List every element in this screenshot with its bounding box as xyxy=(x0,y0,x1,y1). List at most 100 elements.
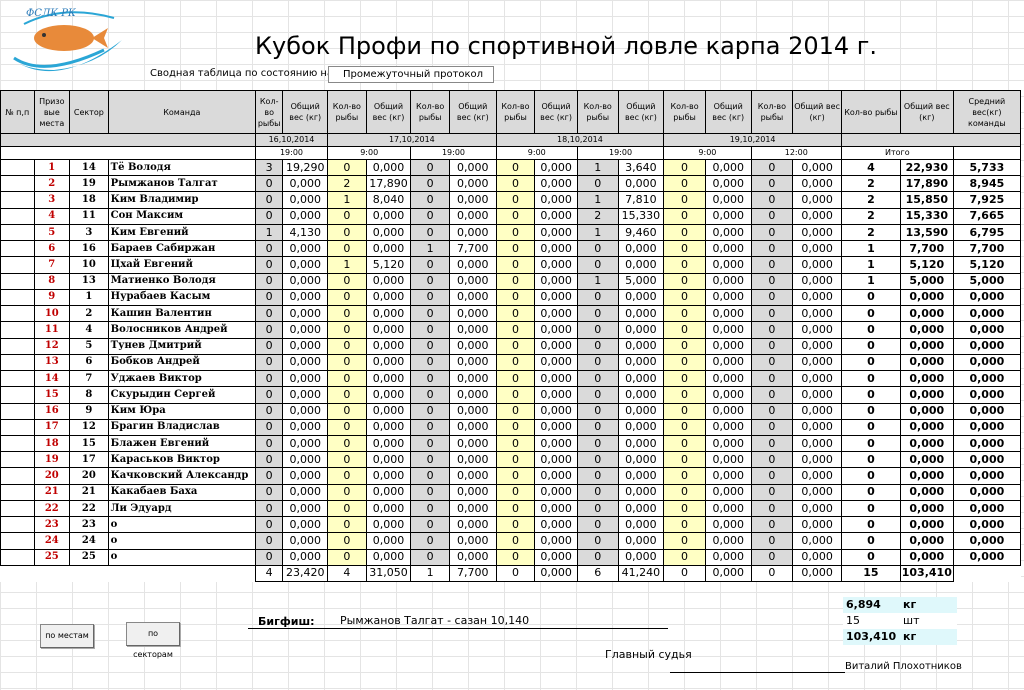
team-cell: Ли Эдуард xyxy=(107,499,256,518)
count-cell: 0 xyxy=(254,370,284,388)
count-cell: 0 xyxy=(410,158,450,177)
weight-cell: 0,000 xyxy=(534,240,578,258)
count-cell: 0 xyxy=(495,483,536,501)
weight-cell: 0,000 xyxy=(704,418,752,436)
weight-cell: 9,460 xyxy=(617,223,665,242)
count-cell: 0 xyxy=(576,370,619,388)
team-cell: Блажен Евгений xyxy=(107,434,256,453)
sector-cell: 13 xyxy=(69,272,109,290)
row-number-cell xyxy=(0,191,35,209)
date-row: 16,10,2014 17,10,2014 18,10,2014 19,10,2… xyxy=(0,133,1022,147)
place-cell: 25 xyxy=(33,548,71,566)
weight-cell: 0,000 xyxy=(534,467,578,485)
place-cell: 14 xyxy=(33,370,71,388)
team-cell: Брагин Владислав xyxy=(107,418,256,436)
date-cell: 17,10,2014 xyxy=(327,133,497,147)
avg-weight-cell: 0,000 xyxy=(952,386,1022,404)
weight-cell: 0,000 xyxy=(704,272,752,290)
total-count-cell: 0 xyxy=(840,499,901,518)
count-cell: 0 xyxy=(576,353,619,372)
row-number-cell xyxy=(0,288,35,307)
table-row: 8 13 Матиенко Володя 0 0,000 0 0,000 0 0,000 0 0,0… xyxy=(0,272,1022,290)
weight-cell: 0,000 xyxy=(365,353,412,372)
weight-cell: 0,000 xyxy=(448,402,497,420)
count-cell: 0 xyxy=(576,402,619,420)
judge-signature-line xyxy=(670,672,845,673)
count-cell: 0 xyxy=(750,386,794,404)
weight-cell: 0,000 xyxy=(282,175,329,193)
sort-by-place-button[interactable]: по местам xyxy=(40,624,94,648)
weight-cell: 0,000 xyxy=(617,288,665,307)
weight-cell: 0,000 xyxy=(448,532,497,550)
time-cell: 19:00 xyxy=(410,146,497,160)
total-count-cell: 0 xyxy=(840,467,901,485)
count-cell: 0 xyxy=(254,516,284,534)
total-count-cell: 0 xyxy=(840,353,901,372)
weight-cell: 0,000 xyxy=(617,467,665,485)
team-cell: о xyxy=(107,532,256,550)
weight-cell: 0,000 xyxy=(617,370,665,388)
count-cell: 0 xyxy=(576,483,619,501)
weight-cell: 0,000 xyxy=(792,223,842,242)
page-title: Кубок Профи по спортивной ловле карпа 20… xyxy=(255,32,878,60)
weight-cell: 0,000 xyxy=(617,321,665,339)
total-weight-cell: 0,000 xyxy=(899,467,954,485)
status-value-cell[interactable]: Промежуточный протокол xyxy=(328,66,494,83)
col-count: Кол-во рыбы xyxy=(327,90,367,134)
weight-cell: 0,000 xyxy=(448,337,497,355)
weight-cell: 0,000 xyxy=(282,321,329,339)
total-session-weight: 0,000 xyxy=(704,564,752,583)
sort-by-sector-button[interactable]: по секторам xyxy=(126,622,180,659)
count-cell: 0 xyxy=(750,353,794,372)
count-cell: 0 xyxy=(663,483,706,501)
weight-cell: 0,000 xyxy=(704,337,752,355)
avg-weight-cell: 7,700 xyxy=(952,240,1022,258)
table-row: 18 15 Блажен Евгений 0 0,000 0 0,000 0 0,000 0 0,0… xyxy=(0,434,1022,453)
total-session-count: 4 xyxy=(327,564,367,583)
count-cell: 0 xyxy=(410,434,450,453)
count-cell: 0 xyxy=(663,337,706,355)
total-weight-cell: 0,000 xyxy=(899,353,954,372)
col-count: Кол-во рыбы xyxy=(663,90,706,134)
weight-cell: 0,000 xyxy=(617,499,665,518)
avg-weight-cell: 0,000 xyxy=(952,370,1022,388)
col-weight: Общий вес (кг) xyxy=(704,90,752,134)
weight-cell: 0,000 xyxy=(448,321,497,339)
count-cell: 0 xyxy=(663,402,706,420)
count-cell: 0 xyxy=(327,499,367,518)
place-cell: 17 xyxy=(33,418,71,436)
team-cell: Нурабаев Касым xyxy=(107,288,256,307)
count-cell: 0 xyxy=(327,223,367,242)
col-num: № п,п xyxy=(0,90,35,134)
team-cell: Ким Владимир xyxy=(107,191,256,209)
count-cell: 0 xyxy=(576,240,619,258)
count-cell: 0 xyxy=(495,548,536,566)
weight-cell: 0,000 xyxy=(704,548,752,566)
club-logo: ФСЛК РК xyxy=(4,0,130,78)
count-cell: 0 xyxy=(495,499,536,518)
sector-cell: 14 xyxy=(69,158,109,177)
date-cell: 16,10,2014 xyxy=(254,133,329,147)
avg-weight-cell: 0,000 xyxy=(952,434,1022,453)
total-weight-cell: 0,000 xyxy=(899,451,954,469)
place-cell: 5 xyxy=(33,223,71,242)
count-cell: 2 xyxy=(327,175,367,193)
sector-cell: 2 xyxy=(69,305,109,323)
summary-value: 6,894 xyxy=(846,598,881,611)
count-cell: 0 xyxy=(410,272,450,290)
weight-cell: 0,000 xyxy=(448,256,497,274)
weight-cell: 0,000 xyxy=(448,451,497,469)
team-cell: Кашин Валентин xyxy=(107,305,256,323)
avg-weight-cell: 0,000 xyxy=(952,499,1022,518)
total-weight-cell: 15,330 xyxy=(899,207,954,225)
total-weight-cell: 0,000 xyxy=(899,321,954,339)
row-number-cell xyxy=(0,499,35,518)
avg-weight-cell: 0,000 xyxy=(952,532,1022,550)
total-session-count: 0 xyxy=(495,564,536,583)
count-cell: 0 xyxy=(254,337,284,355)
weight-cell: 0,000 xyxy=(704,175,752,193)
team-cell: Цхай Евгений xyxy=(107,256,256,274)
sector-cell: 12 xyxy=(69,418,109,436)
count-cell: 0 xyxy=(750,321,794,339)
weight-cell: 15,330 xyxy=(617,207,665,225)
